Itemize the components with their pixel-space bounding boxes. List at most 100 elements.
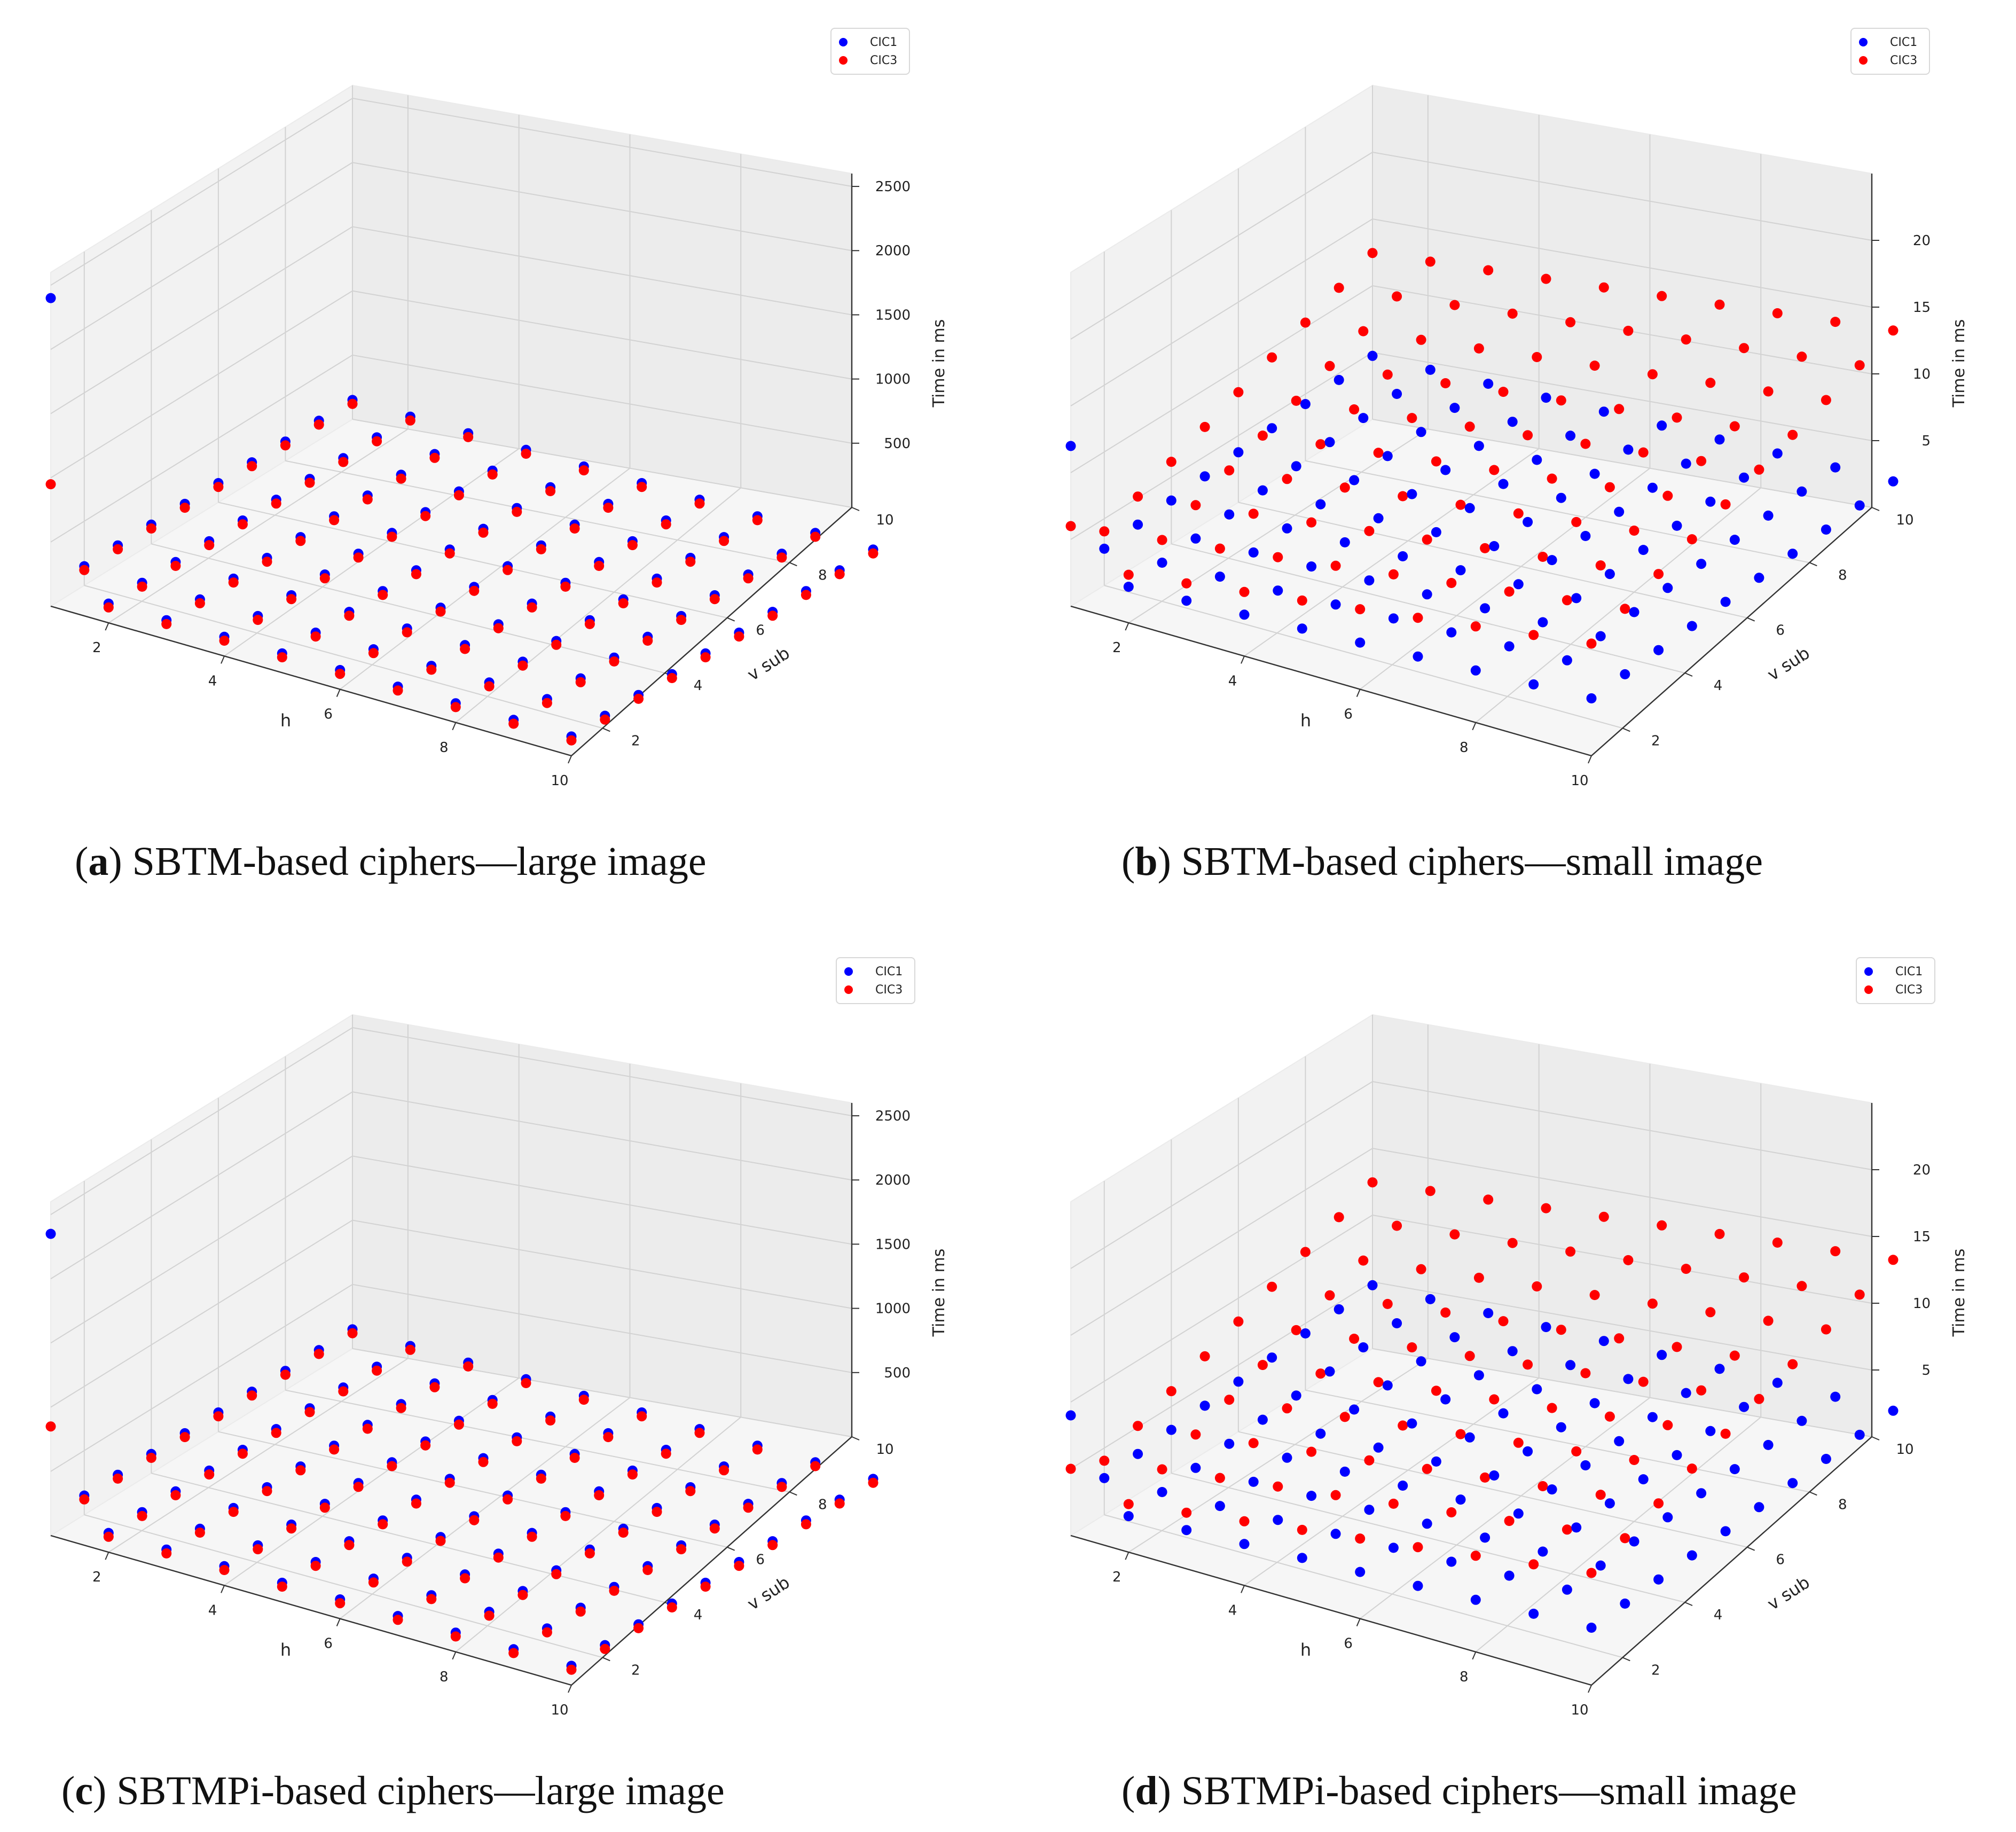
point-a-cic3-h3-v4 [262,557,272,567]
z-tick-d-1: 10 [1913,1296,1931,1312]
x-tick-a-2: 6 [324,707,333,723]
point-a-cic3-h4-v3 [286,594,297,605]
point-a-cic3-h7-v9 [661,519,671,530]
point-d-cic3-h2-v1 [1123,1499,1134,1509]
point-b-cic1-h1-v3 [1133,519,1143,530]
axes-c [50,1103,853,1686]
point-c-cic3-h9-v10 [810,1461,821,1471]
point-d-cic3-h8-v6 [1638,1376,1649,1387]
z-tick-b-0: 5 [1921,433,1931,449]
point-a-cic3-h1-v10 [347,398,358,409]
point-b-cic1-h4-v7 [1440,465,1451,475]
point-a-cic3-h4-v2 [253,615,263,625]
point-a-cic3-h10-v8 [801,590,811,600]
point-d-cic3-h3-v10 [1483,1194,1494,1205]
x-tickmark-d-1 [1241,1585,1245,1593]
point-a-cic3-h4-v10 [521,449,531,459]
point-b-cic3-h8-v4 [1571,516,1582,527]
point-d-cic1-h8-v3 [1538,1546,1548,1557]
point-d-cic3-h4-v2 [1273,1481,1283,1492]
point-c-cic3-h6-v9 [603,1432,614,1443]
z-tick-d-0: 5 [1921,1363,1931,1379]
point-b-cic3-h1-v9 [1333,283,1344,293]
y-tickmark-a-3 [789,562,797,567]
panel-d: 2 4 6 8 10 2 4 6 8 10 5 10 15 20 h v sub Time in ms CIC1… [1041,940,2003,1816]
point-b-cic1-h5-v5 [1431,527,1441,537]
point-d-cic3-h4-v3 [1306,1446,1317,1457]
ticks-c: 2 4 6 8 10 2 4 6 8 10 500 1000 1500 2000 2500 [92,1108,911,1718]
point-a-cic3-h4-v1 [219,636,230,646]
panel-a: 2 4 6 8 10 2 4 6 8 10 500 1000 1500 2000 2500 h v sub Tim… [21,11,983,887]
x-tickmark-b-3 [1472,722,1477,731]
point-b-cic3-h2-v3 [1190,500,1201,511]
point-a-cic3-h5-v7 [478,527,489,538]
y-tickmark-c-2 [727,1546,735,1551]
point-b-cic1-h8-v3 [1538,617,1548,628]
point-d-cic3-h2-v8 [1358,1255,1369,1266]
point-b-cic1-h3-v6 [1349,475,1360,486]
legend-a-item-cic3: CIC3 [839,51,897,69]
point-d-cic1-h10-v2 [1620,1598,1630,1609]
point-b-cic3-h3-v3 [1248,508,1259,519]
point-d-cic3-h10-v7 [1787,1359,1798,1369]
point-a-cic3-h3-v10 [463,432,474,442]
point-b-cic3-h9-v5 [1662,490,1673,501]
point-a-cic3-h6-v3 [402,627,412,638]
point-b-cic1-h7-v2 [1446,627,1457,638]
point-a-cic3-h8-v1 [450,702,461,713]
point-d-cic1-h7-v10 [1714,1364,1725,1374]
grid-left-z-a-4 [50,98,353,286]
x-tick-d-2: 6 [1344,1636,1353,1652]
point-b-cic3-h5-v3 [1364,526,1375,536]
point-d-cic1-h3-v4 [1282,1452,1292,1463]
point-b-cic3-h2-v7 [1324,361,1335,371]
grid-back-z-b-0 [1372,352,1872,441]
point-c-cic3-h3-v9 [429,1382,440,1392]
y-tickmark-a-4 [851,507,860,511]
legend-c-item-cic3: CIC3 [844,981,903,999]
point-d-cic3-h3-v4 [1282,1403,1292,1414]
point-b-cic3-h3-v10 [1483,265,1494,276]
gridlines-c [50,1015,852,1686]
z-tick-d-3: 20 [1913,1162,1931,1178]
point-b-cic1-h4-v3 [1306,561,1317,572]
point-b-cic3-h3-v2 [1214,543,1225,554]
point-b-cic3-h9-v7 [1729,421,1740,432]
y-tick-a-4: 10 [876,512,893,528]
x-tickmark-b-0 [1125,622,1129,631]
grid-floor-y-a-0 [84,585,603,729]
point-d-cic3-h1-v1 [1065,1463,1076,1474]
point-b-cic3-h4-v10 [1541,273,1551,284]
point-d-cic3-h7-v4 [1513,1437,1524,1448]
point-b-cic1-h3-v1 [1181,596,1192,606]
point-b-cic1-h8-v2 [1504,641,1515,652]
point-d-cic1-h5-v1 [1297,1553,1307,1563]
z-tick-c-2: 1500 [875,1236,911,1252]
plot-a-canvas: 2 4 6 8 10 2 4 6 8 10 500 1000 1500 2000 2500 h v sub Tim… [45,84,948,789]
legend-c-marker-cic3 [844,985,853,994]
point-d-cic1-h7-v8 [1647,1412,1658,1422]
point-b-cic3-h10-v1 [1586,638,1597,649]
point-b-cic1-h1-v5 [1199,471,1210,482]
point-b-cic1-h8-v5 [1604,569,1615,580]
point-c-cic3-h3-v5 [295,1465,306,1476]
point-c-cic3-h10-v10 [868,1477,878,1488]
point-d-cic1-h2-v6 [1291,1390,1301,1401]
point-c-cic3-h3-v2 [194,1528,205,1538]
point-d-cic3-h9-v5 [1662,1420,1673,1430]
point-d-cic3-h3-v2 [1214,1473,1225,1483]
legend-a-item-cic1: CIC1 [839,33,897,51]
grid-left-z-b-0 [1070,352,1373,540]
point-d-cic3-h4-v1 [1239,1516,1250,1526]
point-c-cic3-h10-v5 [700,1582,711,1592]
point-d-cic1-h5-v4 [1398,1481,1408,1491]
grid-floor-x-d-0 [1128,1358,1429,1553]
grid-floor-x-a-3 [455,487,741,723]
point-c-cic3-h3-v3 [228,1507,239,1517]
point-d-cic1-h7-v4 [1513,1508,1524,1519]
point-d-cic1-h2-v10 [1425,1294,1435,1304]
point-a-cic3-h2-v7 [304,477,315,488]
point-b-cic1-h10-v8 [1821,524,1831,535]
point-d-cic3-h1-v3 [1133,1421,1143,1431]
grid-left-z-b-3 [1070,152,1373,340]
